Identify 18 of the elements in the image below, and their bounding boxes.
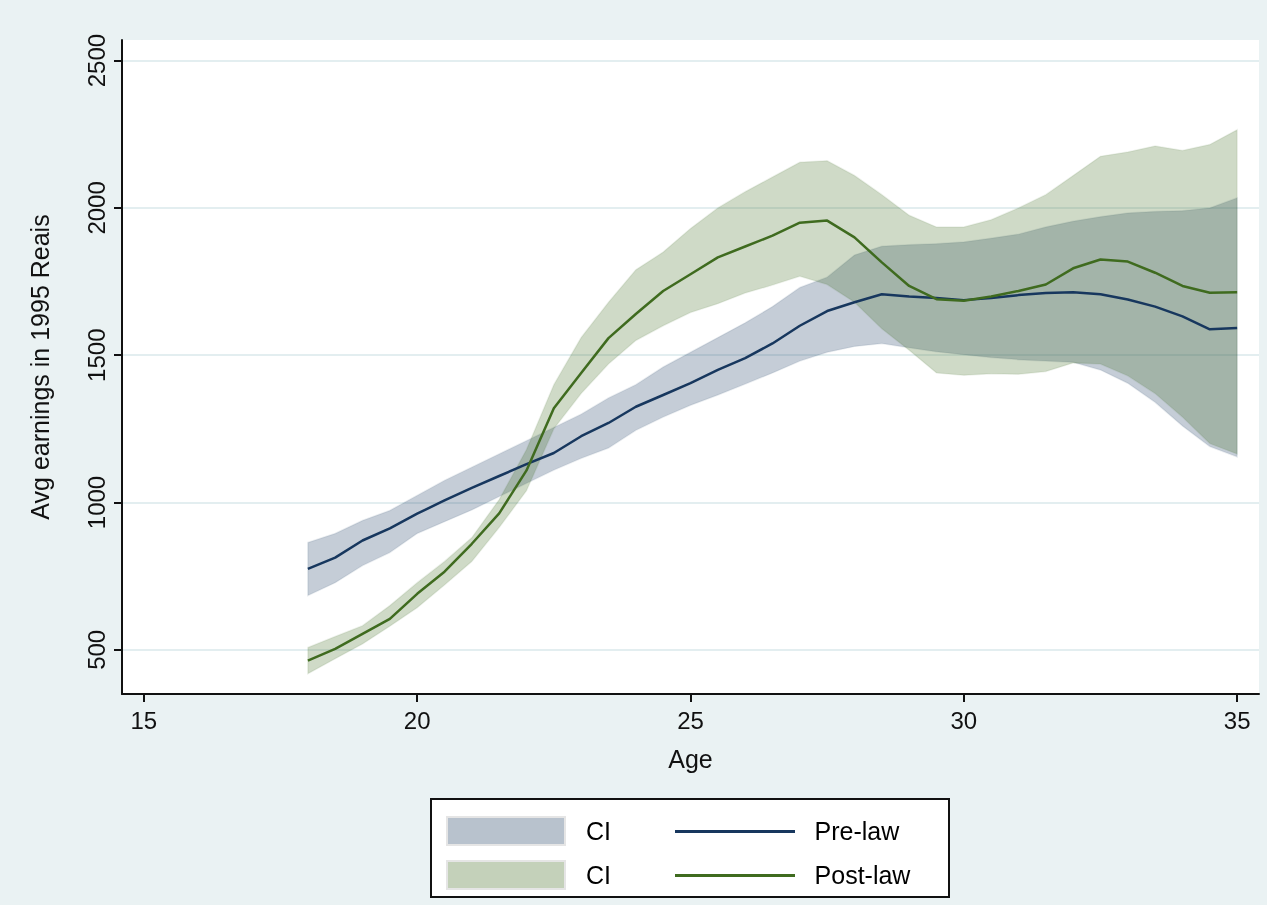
x-tick-label: 30 bbox=[950, 706, 978, 734]
x-tick-label: 35 bbox=[1223, 706, 1251, 734]
line-series bbox=[306, 290, 1239, 571]
legend-label: Pre-law bbox=[814, 816, 900, 846]
y-tick-label: 1500 bbox=[82, 328, 110, 382]
x-axis-title: Age bbox=[668, 744, 713, 773]
y-tick-label: 500 bbox=[82, 629, 110, 670]
x-tick-label: 20 bbox=[403, 706, 431, 734]
line-series bbox=[306, 219, 1239, 662]
legend-label: Post-law bbox=[814, 860, 911, 890]
x-tick-label: 15 bbox=[130, 706, 158, 734]
y-axis-title: Avg earnings in 1995 Reais bbox=[25, 214, 54, 520]
text: CI bbox=[586, 816, 611, 846]
y-tick-label: 1000 bbox=[82, 475, 110, 530]
x-tick-label: 25 bbox=[677, 706, 704, 734]
y-tick-label: 2500 bbox=[82, 33, 110, 88]
y-tick-label: 2000 bbox=[82, 181, 110, 235]
text: CI bbox=[586, 860, 611, 890]
